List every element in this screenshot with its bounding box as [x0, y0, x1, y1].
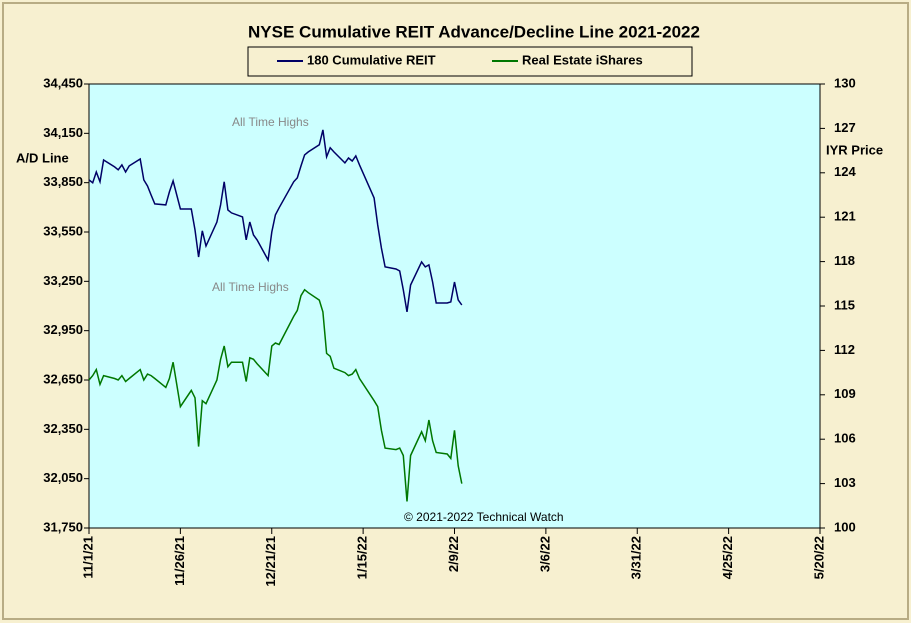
- x-tick-label: 11/1/21: [80, 536, 95, 579]
- x-tick-label: 11/26/21: [172, 536, 187, 586]
- y2-tick-label: 103: [834, 475, 856, 490]
- y2-tick-label: 112: [834, 342, 855, 357]
- y-tick-label: 33,250: [43, 273, 83, 288]
- x-tick-label: 2/9/22: [446, 536, 461, 572]
- legend-label: 180 Cumulative REIT: [307, 52, 436, 67]
- x-tick-label: 4/25/22: [720, 536, 735, 579]
- x-tick-label: 5/20/22: [811, 536, 826, 579]
- plot-area: [88, 83, 821, 529]
- y2-tick-label: 124: [834, 164, 856, 179]
- y-tick-label: 33,550: [43, 223, 83, 238]
- x-tick-label: 3/6/22: [537, 536, 552, 572]
- legend-label: Real Estate iShares: [522, 52, 643, 67]
- y-axis-label: A/D Line: [16, 150, 69, 165]
- y2-tick-label: 118: [834, 253, 855, 268]
- y2-tick-label: 121: [834, 209, 856, 224]
- y-tick-label: 31,750: [43, 519, 83, 534]
- chart-title: NYSE Cumulative REIT Advance/Decline Lin…: [248, 22, 700, 41]
- x-tick-label: 12/21/21: [263, 536, 278, 587]
- y-tick-label: 34,450: [43, 75, 83, 90]
- series-line: [88, 288, 463, 502]
- y-tick-label: 32,650: [43, 371, 83, 386]
- legend-box: [247, 46, 693, 77]
- y2-tick-label: 127: [834, 120, 856, 135]
- y-tick-label: 32,050: [43, 470, 83, 485]
- y-tick-label: 33,850: [43, 174, 83, 189]
- y2-tick-label: 115: [834, 297, 855, 312]
- x-tick-label: 1/15/22: [355, 536, 370, 579]
- y-tick-label: 32,950: [43, 322, 83, 337]
- x-tick-label: 3/31/22: [629, 536, 644, 579]
- y2-tick-label: 106: [834, 431, 856, 446]
- y2-tick-label: 130: [834, 75, 856, 90]
- annotation: All Time Highs: [212, 280, 289, 294]
- annotation: © 2021-2022 Technical Watch: [404, 510, 564, 524]
- y-tick-label: 34,150: [43, 125, 83, 140]
- series-line: [88, 129, 463, 313]
- annotation: All Time Highs: [232, 115, 309, 129]
- y-tick-label: 32,350: [43, 421, 83, 436]
- y2-tick-label: 109: [834, 386, 856, 401]
- y2-axis-label: IYR Price: [826, 142, 883, 157]
- y2-tick-label: 100: [834, 519, 856, 534]
